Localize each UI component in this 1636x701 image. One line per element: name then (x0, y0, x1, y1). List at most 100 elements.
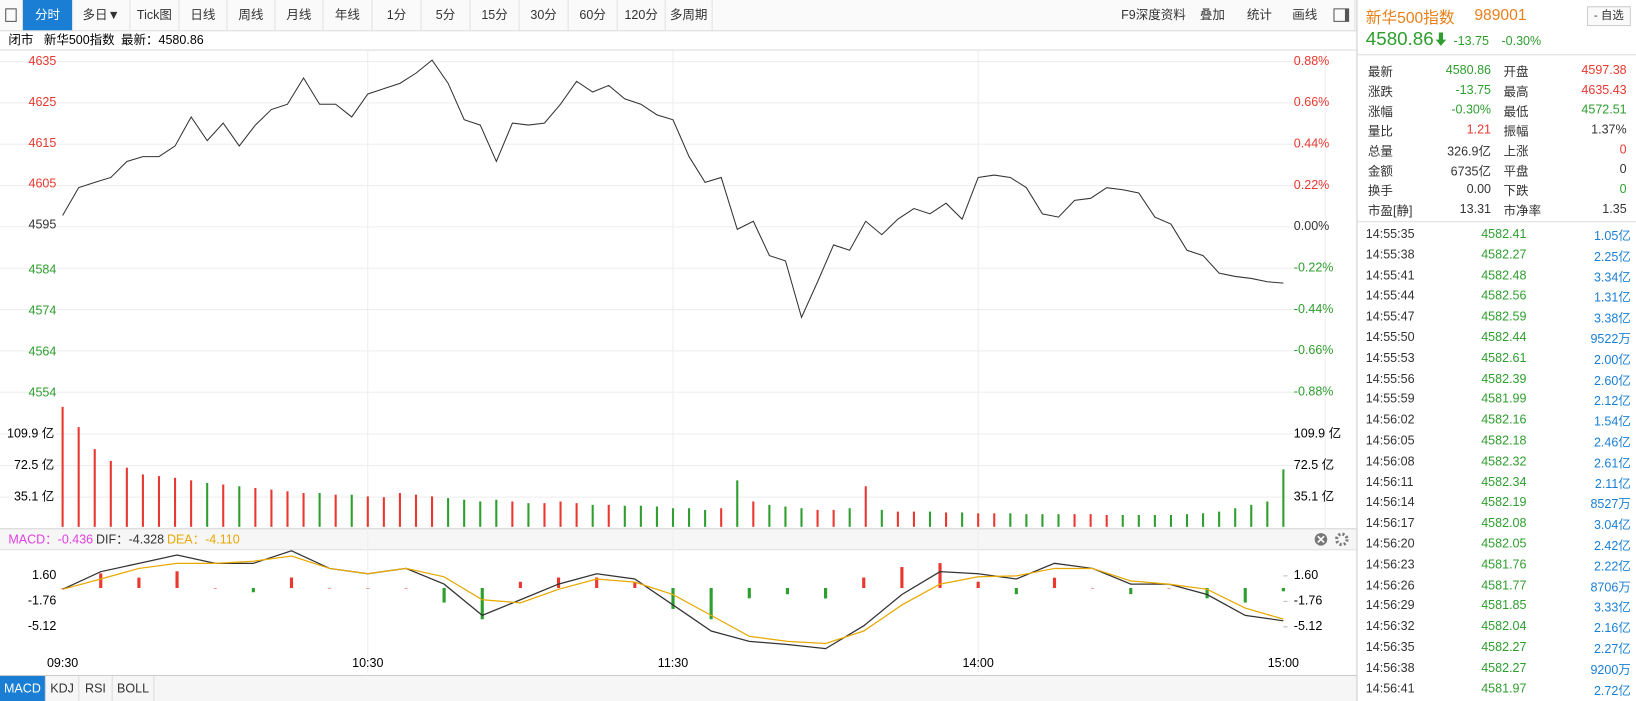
stat-value: 4635.43 (1581, 82, 1627, 98)
macd-bar (785, 587, 790, 595)
toolbar-button[interactable]: 60分 (569, 0, 618, 31)
stat-label: 最低 (1503, 104, 1529, 119)
indicator-tab[interactable]: RSI (79, 675, 113, 701)
stat-label: 下跌 (1503, 183, 1529, 199)
macd-bar (1243, 587, 1247, 603)
y2-tick-label: 0.00% (1294, 219, 1329, 233)
toolbar-button[interactable]: 30分 (520, 0, 569, 31)
volume-bar (1218, 511, 1221, 527)
volume-bar (800, 508, 803, 527)
stat-value: 326.9亿 (1447, 143, 1492, 159)
toolbar-button[interactable]: 月线 (275, 0, 324, 31)
y2-tick-label: 109.9 亿 (1294, 425, 1341, 440)
tick-volume: 2.12亿 (1593, 393, 1631, 409)
toolbar-button[interactable]: 日线 (179, 0, 228, 31)
tick-price: 4582.48 (1481, 267, 1527, 283)
tick-time: 14:55:38 (1365, 247, 1415, 262)
watchlist-button[interactable]: - 自选 (1587, 6, 1631, 27)
tick-time: 14:56:08 (1365, 453, 1415, 469)
toolbar-button[interactable]: 分时 (22, 0, 74, 31)
toolbar-button[interactable]: 1分 (372, 0, 422, 31)
stat-label: 金额 (1367, 163, 1393, 179)
down-arrow-shape (1435, 32, 1447, 46)
tick-volume: 2.00亿 (1593, 352, 1631, 367)
tick-price: 4582.04 (1481, 618, 1527, 634)
y-tick-label: 4554 (29, 385, 57, 399)
toolbar-button[interactable]: 周线 (227, 0, 276, 31)
price-line (62, 59, 1284, 319)
toolbar-button[interactable]: F9深度资料 (1121, 7, 1186, 22)
volume-bar (928, 511, 932, 527)
volume-bar (157, 476, 161, 527)
macd-bar (633, 581, 637, 588)
y2-tick-label: 1.60 (1294, 568, 1318, 582)
indicator-tab[interactable]: KDJ (46, 675, 80, 701)
volume-bar (479, 501, 482, 527)
tick-price: 4581.97 (1481, 680, 1527, 696)
volume-bar (1282, 469, 1285, 527)
macd-bar (1129, 587, 1133, 595)
macd-bar (518, 581, 522, 588)
tick-volume: 3.33亿 (1593, 600, 1631, 615)
volume-bar (334, 494, 337, 527)
volume-bar (431, 496, 434, 527)
volume-bar (1009, 513, 1012, 527)
indicator-tab[interactable]: MACD (0, 675, 46, 701)
toolbar-button[interactable]: 统计 (1246, 7, 1272, 22)
volume-bar (623, 505, 626, 527)
toolbar-button[interactable]: 叠加 (1199, 7, 1225, 22)
volume-bar (768, 504, 771, 527)
macd-bar (328, 587, 332, 589)
volume-bar (977, 513, 980, 527)
tick-price: 4582.16 (1481, 412, 1527, 427)
toolbar-button[interactable]: 5分 (422, 0, 471, 31)
tick-volume: 2.16亿 (1593, 620, 1631, 636)
volume-bar (1073, 514, 1076, 527)
volume-bar (190, 480, 193, 527)
y-tick-label: 4635 (29, 54, 57, 68)
tick-price: 4582.34 (1481, 474, 1527, 489)
stat-value: 4580.86 (1445, 62, 1492, 78)
y2-tick-label: -5.12 (1294, 619, 1323, 633)
toolbar-button[interactable]: 多日▼ (73, 0, 131, 31)
chart-area: 闭市 新华500指数 最新：4580.86 0.88% 0.66% 0.44% 0.2… (0, 31, 1357, 673)
volume-bar (366, 496, 369, 527)
macd-bar (1052, 577, 1057, 588)
toolbar-button[interactable]: 120分 (618, 0, 666, 31)
stat-value: 0 (1619, 141, 1627, 157)
indicator-tab[interactable]: BOLL (113, 675, 155, 701)
stat-label: 总量 (1367, 143, 1393, 159)
toolbar-button[interactable]: 多周期 (666, 0, 713, 31)
tick-time: 14:56:05 (1365, 432, 1415, 448)
close-icon-x (1317, 535, 1325, 544)
tick-time: 14:56:29 (1365, 598, 1415, 613)
x-tick-label: 14:00 (963, 656, 994, 670)
macd-bar (824, 587, 828, 599)
toolbar-button[interactable]: Tick图 (130, 0, 180, 31)
stat-label: 涨跌 (1367, 84, 1393, 100)
toolbar-button[interactable]: 15分 (471, 0, 520, 31)
toolbar-button[interactable]: 年线 (323, 0, 373, 31)
separator (1357, 221, 1636, 223)
tick-volume: 2.61亿 (1593, 455, 1631, 471)
macd-bar (976, 581, 980, 588)
y2-tick-label: -0.88% (1294, 385, 1334, 399)
stat-value: 1.37% (1591, 122, 1627, 137)
tick-volume: 2.22亿 (1593, 558, 1631, 574)
volume-bar (1234, 508, 1237, 527)
volume-bar (1185, 514, 1189, 527)
panel-icon[interactable] (1327, 0, 1356, 31)
volume-bar (318, 493, 321, 527)
macd-bar (900, 567, 904, 588)
settings-icon[interactable] (1335, 532, 1349, 547)
y2-tick-label: -0.22% (1294, 261, 1334, 275)
tick-time: 14:56:11 (1365, 474, 1414, 489)
tick-volume: 2.42亿 (1593, 538, 1631, 553)
toolbar-button[interactable]: 画线 (1292, 7, 1318, 22)
layout-icon[interactable] (0, 0, 23, 31)
volume-bar (671, 508, 675, 527)
macd-bar (1091, 587, 1095, 589)
volume-bar (912, 511, 915, 527)
macd-bar (1014, 587, 1018, 595)
